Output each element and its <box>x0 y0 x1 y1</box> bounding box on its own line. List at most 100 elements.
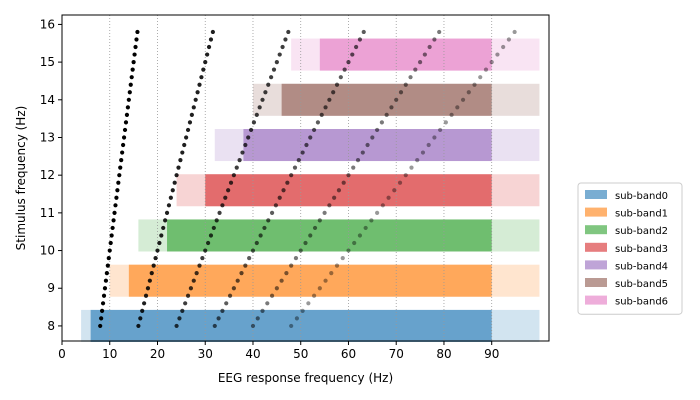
harmonic-dot-h4-9 <box>247 255 252 261</box>
harmonic-dot-h5-10 <box>298 248 303 253</box>
x-tick-label-60: 60 <box>341 347 356 361</box>
legend-swatch-sub-band5 <box>585 278 607 287</box>
harmonic-dot-h4-18 <box>281 188 286 193</box>
harmonic-dot-h4-34 <box>342 67 347 72</box>
harmonic-dot-h6-32 <box>472 82 477 87</box>
bands-layer <box>81 38 540 342</box>
harmonic-dot-h2-30 <box>193 97 198 102</box>
harmonic-dot-h5-14 <box>317 218 322 223</box>
harmonic-dot-h1-4 <box>101 293 107 298</box>
harmonic-dot-h5-21 <box>351 165 356 170</box>
harmonic-dot-h6-26 <box>438 127 443 133</box>
harmonic-dot-h6-11 <box>352 240 357 246</box>
harmonic-dot-h1-8 <box>105 263 110 268</box>
harmonic-dot-h6-13 <box>363 225 368 231</box>
harmonic-dot-h5-6 <box>279 278 284 283</box>
y-tick-label-16: 16 <box>40 17 55 31</box>
harmonic-dot-h5-2 <box>260 308 265 313</box>
harmonic-dot-h4-27 <box>315 120 321 125</box>
x-tick-label-30: 30 <box>198 347 213 361</box>
harmonic-dot-h6-34 <box>483 67 489 72</box>
harmonic-dot-h2-32 <box>197 82 202 87</box>
harmonic-dot-h5-1 <box>255 316 260 321</box>
harmonic-dot-h5-34 <box>413 67 418 72</box>
y-tick-label-14: 14 <box>40 93 55 107</box>
harmonic-dot-h2-5 <box>145 286 151 291</box>
harmonic-dot-h3-39 <box>286 29 291 35</box>
harmonic-dot-h1-6 <box>103 278 109 283</box>
harmonic-dot-h3-30 <box>260 97 265 102</box>
harmonic-dot-h1-21 <box>118 165 123 170</box>
legend-swatch-sub-band2 <box>585 225 607 235</box>
harmonic-dot-h6-24 <box>426 142 431 148</box>
harmonic-dot-h4-3 <box>224 301 229 306</box>
harmonic-dot-h3-5 <box>188 286 194 291</box>
harmonic-dot-h5-39 <box>437 29 442 35</box>
harmonic-dot-h3-15 <box>217 210 222 215</box>
harmonic-dot-h5-31 <box>398 90 404 95</box>
harmonic-dot-h6-29 <box>455 105 460 110</box>
harmonic-dot-h5-30 <box>394 97 399 102</box>
harmonic-dot-h4-20 <box>289 173 294 178</box>
harmonic-dot-h4-35 <box>346 60 351 65</box>
harmonic-dot-h3-33 <box>269 75 274 80</box>
harmonic-dot-h1-7 <box>104 271 109 276</box>
harmonic-dot-h2-27 <box>187 120 193 125</box>
harmonic-dot-h3-38 <box>283 37 288 42</box>
harmonic-dot-h6-38 <box>506 37 511 42</box>
legend-label-sub-band4: sub-band4 <box>615 261 668 272</box>
legend-swatch-sub-band0 <box>585 190 607 199</box>
harmonic-dot-h3-36 <box>277 52 282 57</box>
harmonic-dot-h2-37 <box>206 44 212 50</box>
harmonic-dot-h6-37 <box>501 44 506 50</box>
harmonic-dot-h5-13 <box>312 225 318 231</box>
legend-label-sub-band6: sub-band6 <box>615 297 668 308</box>
harmonic-dot-h5-25 <box>370 135 375 140</box>
harmonic-dot-h1-14 <box>111 218 116 223</box>
harmonic-dot-h5-16 <box>327 203 332 208</box>
harmonic-dot-h4-1 <box>216 316 221 321</box>
harmonic-dot-h5-8 <box>289 263 294 268</box>
harmonic-dot-h3-19 <box>228 180 234 185</box>
x-tick-label-10: 10 <box>102 347 117 361</box>
harmonic-dot-h3-3 <box>183 301 188 306</box>
harmonic-dot-h1-32 <box>128 82 133 87</box>
harmonic-dot-h5-29 <box>389 105 394 110</box>
harmonic-dot-h5-24 <box>365 142 370 148</box>
harmonic-dot-h6-2 <box>300 308 305 313</box>
harmonic-dot-h4-17 <box>277 195 282 200</box>
harmonic-dot-h2-39 <box>210 29 215 35</box>
y-tick-label-8: 8 <box>47 319 55 333</box>
x-tick-label-70: 70 <box>389 347 404 361</box>
band-sub-band1 <box>128 264 492 297</box>
x-tick-label-90: 90 <box>484 347 499 361</box>
legend-swatch-sub-band3 <box>585 242 607 252</box>
harmonic-dot-h2-11 <box>157 240 162 246</box>
harmonic-dot-h4-30 <box>327 97 332 102</box>
harmonic-dot-h4-23 <box>300 150 305 155</box>
harmonic-dot-h3-37 <box>280 44 285 50</box>
harmonic-dot-h4-26 <box>311 127 317 133</box>
legend-label-sub-band3: sub-band3 <box>615 244 668 255</box>
harmonic-dot-h5-27 <box>379 120 384 125</box>
harmonic-dot-h4-12 <box>258 233 263 238</box>
legend-swatch-sub-band6 <box>585 295 607 305</box>
harmonic-dot-h3-29 <box>257 105 262 110</box>
harmonic-dot-h2-18 <box>170 188 175 193</box>
harmonic-dot-h4-14 <box>266 218 271 223</box>
y-tick-label-10: 10 <box>40 244 55 258</box>
harmonic-dot-h3-7 <box>194 271 199 276</box>
harmonic-dot-h6-33 <box>478 75 483 80</box>
plot-frame <box>61 14 550 342</box>
harmonic-dot-h1-1 <box>99 316 104 321</box>
harmonic-dot-h1-15 <box>112 210 117 215</box>
band-sub-band5 <box>281 83 492 116</box>
harmonic-dot-h1-5 <box>102 286 108 291</box>
y-ticks: 8 9 10 11 12 13 14 15 16 <box>40 17 62 333</box>
harmonic-dot-h1-25 <box>121 135 127 140</box>
harmonic-dot-h4-11 <box>254 240 259 246</box>
legend-label-sub-band1: sub-band1 <box>615 209 668 220</box>
harmonic-dot-h2-22 <box>178 157 183 163</box>
harmonic-dot-h2-31 <box>195 90 200 95</box>
